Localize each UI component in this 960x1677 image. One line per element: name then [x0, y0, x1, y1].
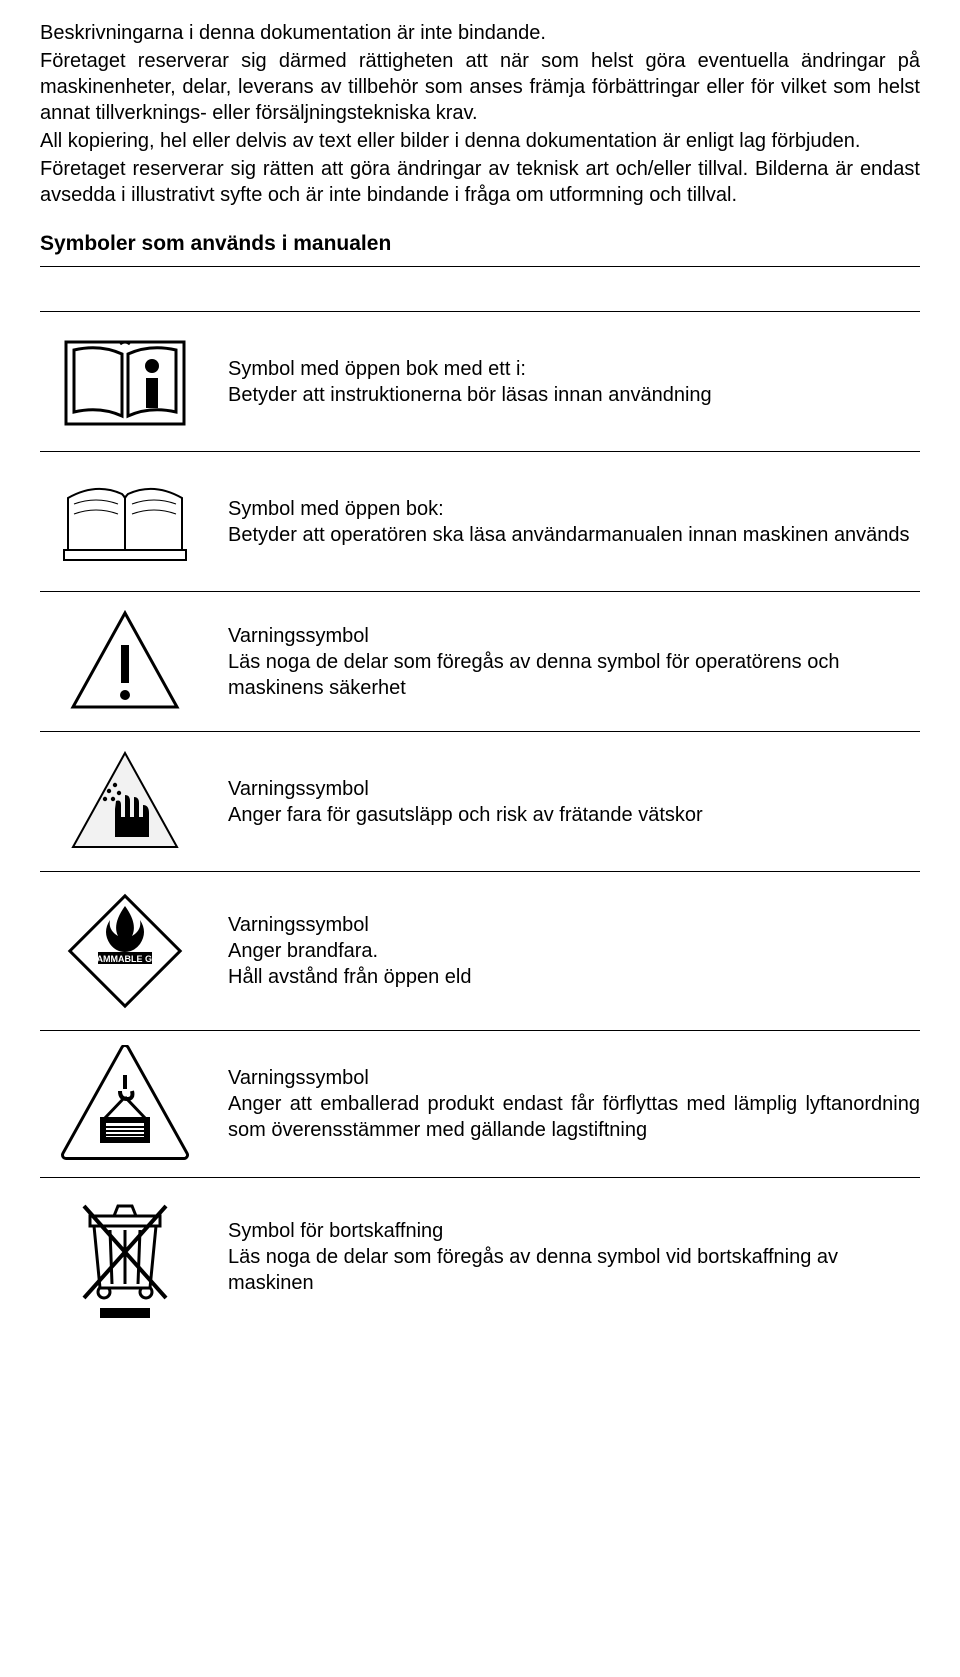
disposal-weee-icon	[40, 1192, 210, 1322]
symbol-desc: Läs noga de delar som föregås av denna s…	[228, 649, 920, 701]
section-heading: Symboler som används i manualen	[40, 232, 920, 256]
warning-corrosive-icon	[40, 747, 210, 857]
symbol-row: Symbol med öppen bok med ett i: Betyder …	[40, 311, 920, 451]
symbol-row: Symbol med öppen bok: Betyder att operat…	[40, 451, 920, 591]
symbol-row: Varningssymbol Läs noga de delar som för…	[40, 591, 920, 731]
symbol-title: Varningssymbol	[228, 776, 920, 802]
symbol-row: FLAMMABLE GAS Varningssymbol Anger brand…	[40, 871, 920, 1030]
symbol-desc: Läs noga de delar som föregås av denna s…	[228, 1244, 920, 1296]
intro-paragraph-3: All kopiering, hel eller delvis av text …	[40, 128, 920, 154]
symbol-text: Varningssymbol Anger brandfara. Håll avs…	[210, 912, 920, 990]
symbol-title: Varningssymbol	[228, 912, 920, 938]
symbol-row: Varningssymbol Anger fara för gasutsläpp…	[40, 731, 920, 871]
symbol-text: Varningssymbol Anger att emballerad prod…	[210, 1065, 920, 1143]
symbol-title: Varningssymbol	[228, 623, 920, 649]
symbol-row: Symbol för bortskaffning Läs noga de del…	[40, 1177, 920, 1336]
symbol-desc: Betyder att instruktionerna bör läsas in…	[228, 382, 920, 408]
open-book-info-icon	[40, 332, 210, 432]
symbol-title: Symbol med öppen bok:	[228, 496, 920, 522]
intro-text-block: Beskrivningarna i denna dokumentation är…	[40, 20, 920, 208]
symbol-text: Varningssymbol Läs noga de delar som för…	[210, 623, 920, 701]
flammable-text: FLAMMABLE GAS	[86, 954, 165, 964]
symbol-desc: Betyder att operatören ska läsa användar…	[228, 522, 920, 548]
symbol-desc: Anger brandfara. Håll avstånd från öppen…	[228, 938, 920, 990]
intro-paragraph-4: Företaget reserverar sig rätten att göra…	[40, 156, 920, 208]
symbol-title: Symbol med öppen bok med ett i:	[228, 356, 920, 382]
flammable-gas-icon: FLAMMABLE GAS	[40, 886, 210, 1016]
symbol-title: Symbol för bortskaffning	[228, 1218, 920, 1244]
warning-lifting-icon	[40, 1045, 210, 1163]
intro-paragraph-1: Beskrivningarna i denna dokumentation är…	[40, 20, 920, 46]
spacer	[40, 267, 920, 311]
symbol-text: Varningssymbol Anger fara för gasutsläpp…	[210, 776, 920, 828]
symbol-desc: Anger att emballerad produkt endast får …	[228, 1091, 920, 1143]
symbol-row: Varningssymbol Anger att emballerad prod…	[40, 1030, 920, 1177]
symbol-title: Varningssymbol	[228, 1065, 920, 1091]
intro-paragraph-2: Företaget reserverar sig därmed rättighe…	[40, 48, 920, 126]
symbol-text: Symbol med öppen bok: Betyder att operat…	[210, 496, 920, 548]
open-book-icon	[40, 474, 210, 569]
warning-exclamation-icon	[40, 607, 210, 717]
symbol-text: Symbol för bortskaffning Läs noga de del…	[210, 1218, 920, 1296]
symbol-text: Symbol med öppen bok med ett i: Betyder …	[210, 356, 920, 408]
symbol-desc: Anger fara för gasutsläpp och risk av fr…	[228, 802, 920, 828]
